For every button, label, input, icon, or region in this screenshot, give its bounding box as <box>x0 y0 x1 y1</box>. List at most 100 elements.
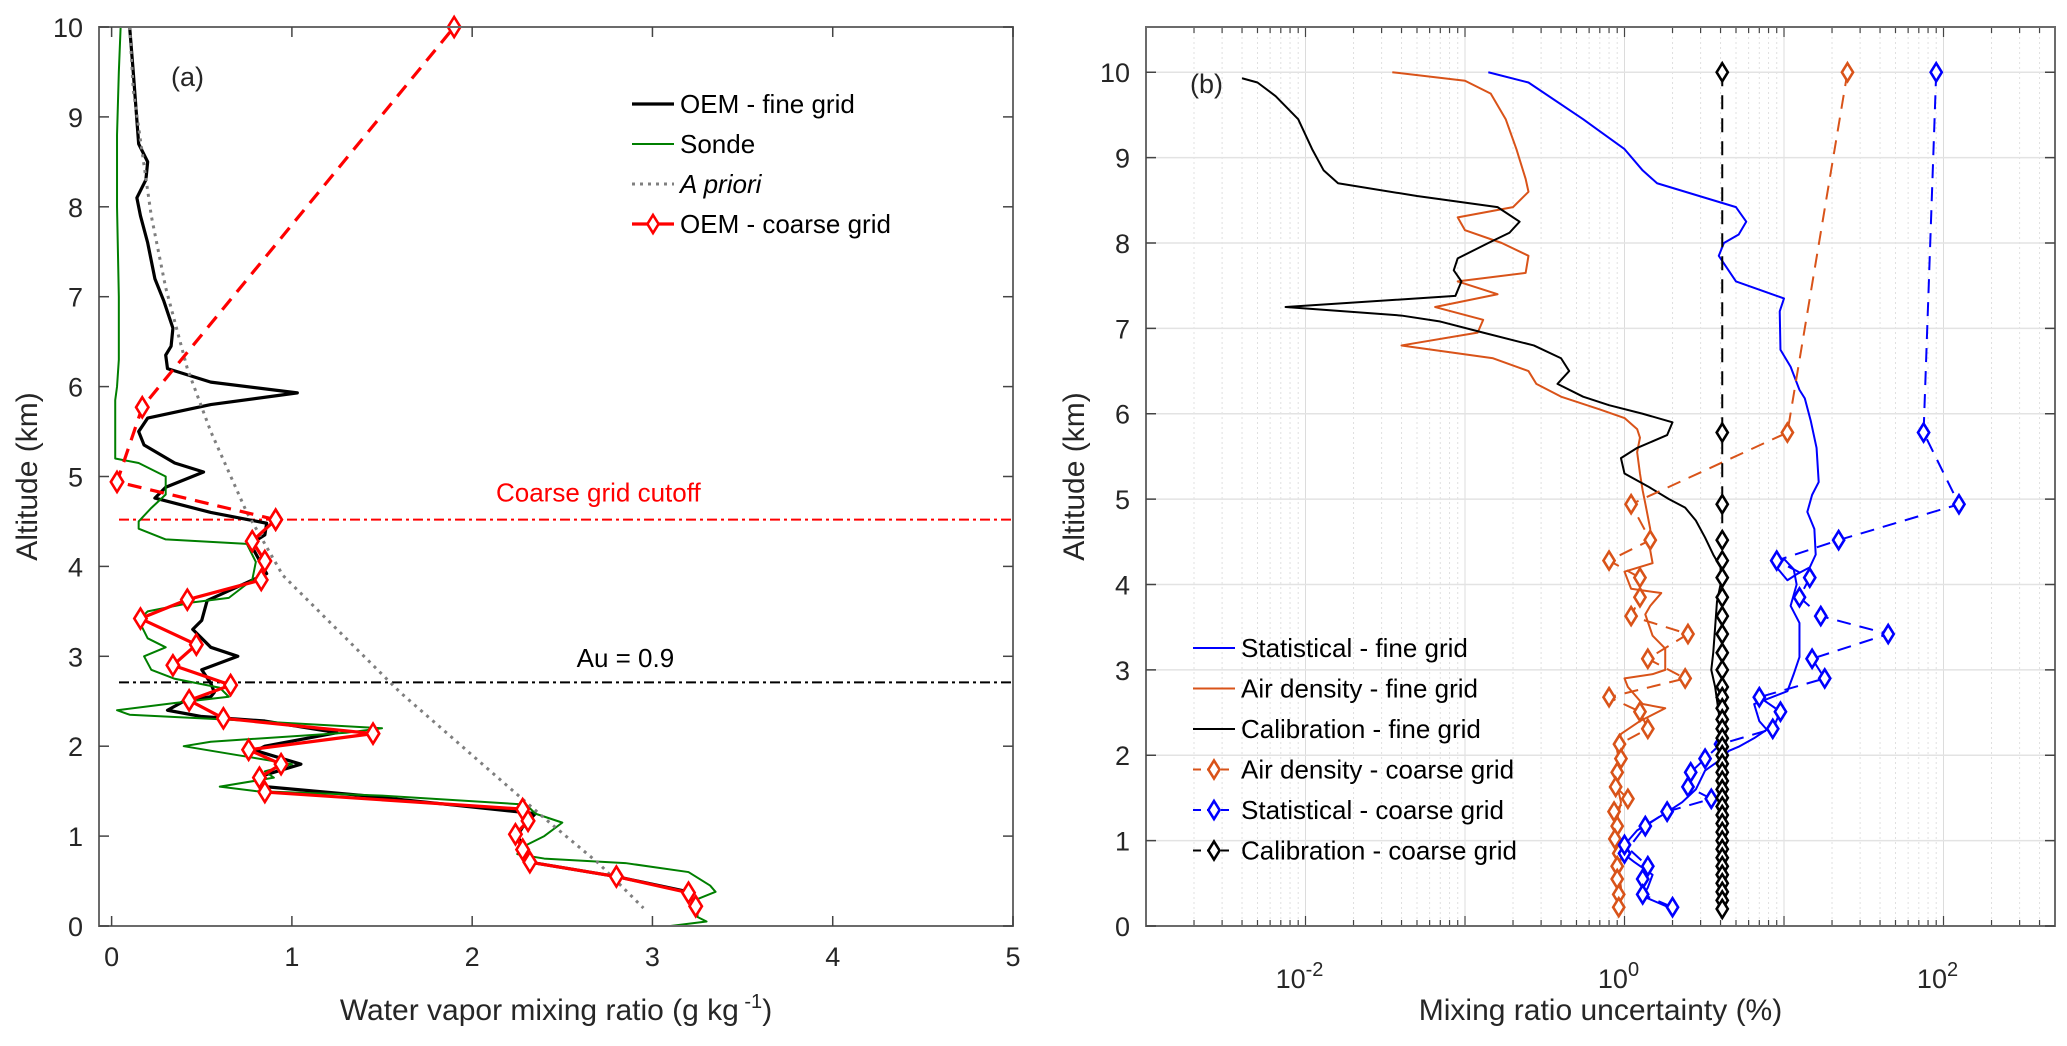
y-tick-label: 6 <box>1115 400 1130 430</box>
legend-label: Air density - coarse grid <box>1241 755 1514 785</box>
data-point <box>507 821 524 847</box>
y-tick-label: 9 <box>68 103 83 133</box>
y-tick-label: 1 <box>1115 827 1130 857</box>
data-point <box>365 721 381 747</box>
data-point <box>608 864 625 890</box>
y-tick-label: 5 <box>1115 485 1130 515</box>
x-axis-title-text: Mixing ratio uncertainty (%) <box>1419 994 1782 1027</box>
y-tick-label: 3 <box>1115 656 1130 686</box>
legend-marker <box>1206 798 1222 822</box>
legend-item: Air density - fine grid <box>1193 674 1478 704</box>
y-tick-label: 8 <box>1115 229 1130 259</box>
x-axis-title-text: Water vapor mixing ratio (g kg <box>340 994 739 1027</box>
data-point <box>1640 647 1655 671</box>
data-point <box>240 737 257 763</box>
data-point <box>257 548 273 574</box>
data-point <box>273 751 289 777</box>
legend-label: OEM - fine grid <box>680 89 855 119</box>
data-point <box>188 632 205 658</box>
y-axis-title: Altitude (km) <box>11 392 44 560</box>
series-calibration-fine-grid <box>1241 77 1724 841</box>
x-axis-title: Water vapor mixing ratio (g kg -1) <box>340 991 772 1027</box>
data-point <box>1802 566 1817 590</box>
series-oem-coarse-grid <box>132 507 704 919</box>
legend-label: OEM - coarse grid <box>680 209 891 239</box>
legend-item: Calibration - coarse grid <box>1193 836 1517 866</box>
legend-label: Sonde <box>680 129 755 159</box>
y-tick-label: 5 <box>68 463 83 493</box>
data-point <box>1638 814 1653 838</box>
data-point <box>1704 787 1719 811</box>
data-point <box>1632 585 1648 609</box>
y-tick-label: 1 <box>68 822 83 852</box>
y-axis-title: Altitude (km) <box>1058 392 1091 560</box>
y-tick-label: 7 <box>1115 314 1130 344</box>
data-point <box>1752 685 1767 709</box>
data-point <box>215 705 232 731</box>
legend-item: OEM - coarse grid <box>632 209 891 239</box>
data-point <box>1643 528 1658 552</box>
x-tick-label: 1 <box>284 942 299 972</box>
x-tick-label: 4 <box>825 942 840 972</box>
data-point <box>1607 827 1622 851</box>
data-point <box>181 687 197 713</box>
data-point <box>514 837 531 863</box>
data-point <box>1697 747 1713 771</box>
data-point <box>1715 421 1730 444</box>
data-point <box>251 765 268 791</box>
legend-item: A priori <box>632 169 763 199</box>
data-point <box>1881 622 1896 646</box>
x-tick-label: 100 <box>1598 959 1639 994</box>
data-point <box>179 587 196 613</box>
legend-label: Calibration - coarse grid <box>1241 836 1517 866</box>
x-axis-title-end: ) <box>762 994 772 1027</box>
y-tick-label: 7 <box>68 283 83 313</box>
x-tick-label: 10-2 <box>1276 959 1324 994</box>
series-statistical-coarse-grid <box>1617 60 1967 919</box>
tick-base: 10 <box>1917 964 1947 994</box>
data-point <box>1678 666 1693 690</box>
data-point <box>1680 775 1696 799</box>
data-point <box>1804 647 1820 671</box>
data-point <box>1624 492 1639 516</box>
data-point <box>1715 897 1730 921</box>
data-point <box>1916 421 1931 444</box>
data-point <box>1792 585 1807 609</box>
data-point <box>1680 622 1696 646</box>
y-tick-label: 2 <box>68 732 83 762</box>
data-point <box>1660 800 1675 824</box>
data-point <box>1601 685 1617 709</box>
legend-label: Air density - fine grid <box>1241 674 1478 704</box>
y-tick-label: 2 <box>1115 741 1130 771</box>
data-point <box>1624 604 1639 628</box>
data-point <box>1640 854 1655 878</box>
legend: OEM - fine grid Sonde A priori OEM - coarse… <box>632 89 891 239</box>
tick-exponent: 2 <box>1947 959 1958 981</box>
series-line <box>115 25 456 522</box>
y-tick-label: 6 <box>68 373 83 403</box>
series-calibration-coarse-grid <box>1715 60 1730 921</box>
y-tick-label: 8 <box>68 193 83 223</box>
x-tick-label: 5 <box>1005 942 1020 972</box>
annotation-text: Au = 0.9 <box>577 643 675 673</box>
panel-label: (a) <box>171 62 204 92</box>
data-point <box>1929 60 1944 84</box>
data-point <box>1635 882 1650 906</box>
data-point <box>1840 60 1855 84</box>
data-point <box>1780 421 1795 444</box>
x-axis-title-superscript: -1 <box>739 991 762 1013</box>
data-point <box>1632 700 1648 724</box>
data-point <box>1715 60 1730 84</box>
data-point <box>1601 549 1617 573</box>
legend-item: Air density - coarse grid <box>1193 755 1514 785</box>
legend-label: Calibration - fine grid <box>1241 714 1481 744</box>
data-point <box>244 528 260 554</box>
data-point <box>165 652 181 678</box>
data-point <box>1665 895 1680 919</box>
tick-exponent: -2 <box>1306 959 1324 981</box>
series-air-density-coarse-grid <box>1601 60 1855 919</box>
data-point <box>520 808 536 834</box>
panel-label: (b) <box>1190 69 1223 99</box>
